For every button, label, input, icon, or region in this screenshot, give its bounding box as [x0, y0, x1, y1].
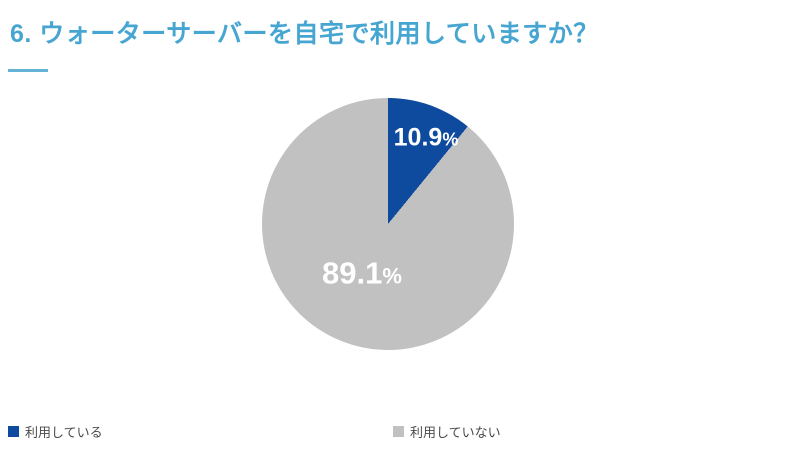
pie-label-using-value: 10.9 [393, 123, 443, 152]
pie-label-not-using-value: 89.1 [322, 255, 383, 291]
legend-swatch-using [8, 426, 19, 437]
legend-item-not-using: 利用していない [393, 422, 501, 441]
pie-label-using: 10.9% [393, 123, 459, 152]
chart-title: 6. ウォーターサーバーを自宅で利用していますか？ [10, 20, 599, 48]
legend-label-using: 利用している [25, 425, 103, 440]
legend-item-using: 利用している [8, 422, 103, 441]
legend-swatch-not-using [393, 426, 404, 437]
legend-label-not-using: 利用していない [410, 425, 501, 440]
pie-label-not-using: 89.1% [322, 258, 402, 289]
pie: 10.9% 89.1% [262, 98, 514, 350]
title-underline [8, 69, 48, 72]
pie-label-using-unit: % [442, 129, 459, 150]
pie-label-not-using-unit: % [382, 263, 402, 289]
